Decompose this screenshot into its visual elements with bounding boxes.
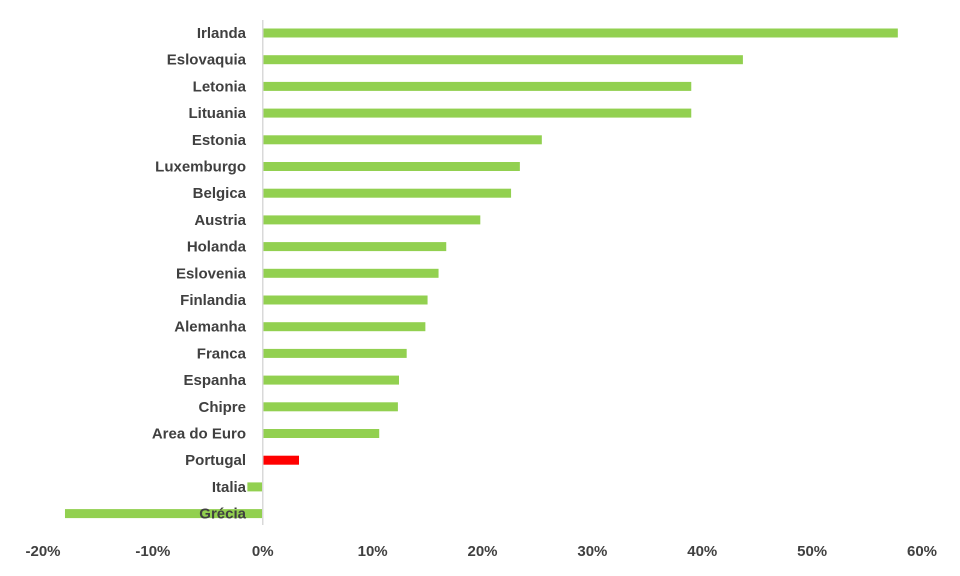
bar-irlanda — [262, 28, 898, 38]
bar-holanda — [262, 242, 447, 252]
category-label: Eslovaquia — [167, 52, 247, 69]
x-tick-label: 0% — [252, 543, 274, 560]
category-label: Irlanda — [197, 25, 247, 42]
category-label: Holanda — [187, 239, 247, 256]
x-tick-label: -20% — [25, 543, 60, 560]
bar-luxemburgo — [262, 162, 520, 171]
bar-espanha — [262, 375, 399, 385]
bar-letonia — [262, 81, 692, 91]
bar-italia — [247, 482, 263, 492]
bar-lituania — [262, 108, 692, 118]
bar-eslovaquia — [262, 55, 743, 65]
bar-austria — [262, 215, 481, 225]
x-tick-label: 10% — [358, 543, 388, 560]
bar-alemanha — [262, 322, 426, 332]
category-label: Franca — [197, 345, 247, 362]
bar-area-do-euro — [262, 429, 380, 438]
category-label: Belgica — [193, 185, 247, 202]
bar-chipre — [262, 402, 398, 412]
category-label: Chipre — [198, 399, 246, 416]
x-tick-label: 60% — [907, 543, 937, 560]
bar-eslovenia — [262, 268, 439, 278]
x-tick-label: 30% — [577, 543, 607, 560]
category-label: Lituania — [188, 105, 246, 122]
category-labels: Irlanda Eslovaquia Letonia Lituania Estonia L… — [152, 25, 247, 523]
category-label: Austria — [194, 212, 246, 229]
category-label: Letonia — [193, 78, 247, 95]
category-label: Alemanha — [174, 319, 246, 336]
category-label: Luxemburgo — [155, 159, 246, 176]
category-label: Grécia — [199, 506, 246, 523]
bars-group — [64, 28, 898, 519]
category-label: Estonia — [192, 132, 247, 149]
bar-belgica — [262, 188, 512, 198]
bar-finlandia — [262, 295, 428, 305]
bar-gr-cia — [64, 509, 263, 519]
category-label: Eslovenia — [176, 265, 247, 282]
category-label: Finlandia — [180, 292, 246, 309]
bar-franca — [262, 348, 407, 358]
bar-estonia — [262, 135, 542, 145]
x-tick-label: -10% — [135, 543, 170, 560]
x-tick-label: 40% — [687, 543, 717, 560]
x-tick-label: 20% — [467, 543, 497, 560]
category-label: Italia — [212, 479, 247, 496]
category-label: Portugal — [185, 452, 246, 469]
x-axis-tick-labels: -20% -10% 0% 10% 20% 30% 40% 50% 60% — [25, 543, 937, 560]
bar-portugal — [262, 455, 300, 465]
category-label: Area do Euro — [152, 426, 246, 443]
category-label: Espanha — [183, 372, 246, 389]
x-tick-label: 50% — [797, 543, 827, 560]
